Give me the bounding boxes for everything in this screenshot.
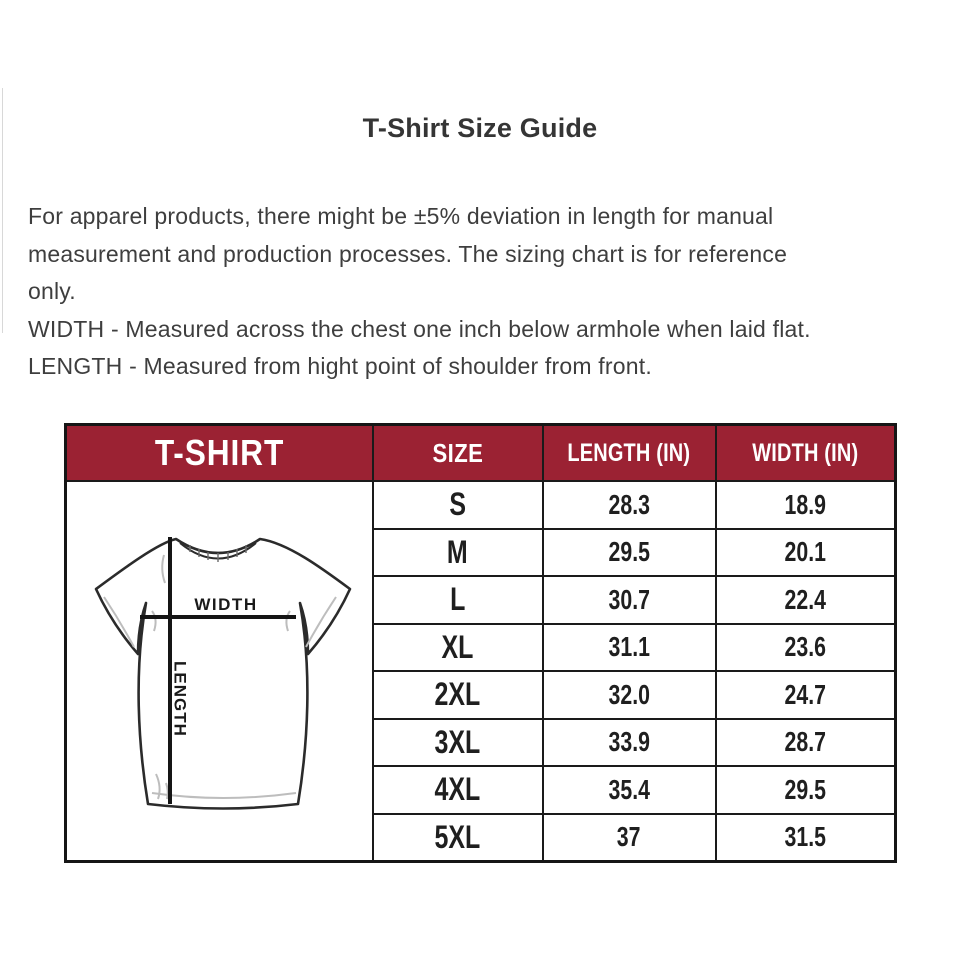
column-header-width: WIDTH (IN)	[714, 423, 897, 482]
table-row: WIDTH LENGTH S 28.3 18.9	[64, 480, 897, 863]
length-cell: 32.0	[541, 670, 717, 720]
table-row: M 29.5 20.1	[66, 527, 897, 577]
length-definition: LENGTH - Measured from hight point of sh…	[28, 353, 652, 379]
length-cell: 30.7	[541, 575, 717, 625]
page-edge-line	[2, 88, 3, 333]
corner-header: T-SHIRT	[64, 423, 374, 482]
notes-block: For apparel products, there might be ±5%…	[28, 198, 940, 386]
intro-line: For apparel products, there might be ±5%…	[28, 203, 774, 229]
table-row: 5XL 37 31.5	[66, 812, 897, 863]
table-row: 4XL 35.4 29.5	[66, 765, 897, 815]
length-label: LENGTH	[170, 661, 189, 737]
width-cell: 28.7	[714, 717, 897, 767]
width-cell: 22.4	[714, 575, 897, 625]
width-cell: 20.1	[714, 527, 897, 577]
table-row: XL 31.1 23.6	[66, 622, 897, 672]
size-cell: 3XL	[371, 717, 544, 767]
column-header-length: LENGTH (IN)	[541, 423, 717, 482]
width-cell: 24.7	[714, 670, 897, 720]
length-cell: 37	[541, 812, 717, 863]
size-cell: 2XL	[371, 670, 544, 720]
width-definition: WIDTH - Measured across the chest one in…	[28, 315, 811, 342]
width-cell: 23.6	[714, 622, 897, 672]
size-cell: XL	[371, 622, 544, 672]
tshirt-illustration-cell: WIDTH LENGTH	[64, 480, 374, 863]
size-cell: 4XL	[371, 765, 544, 815]
width-cell: 18.9	[714, 480, 897, 530]
size-cell: 5XL	[371, 812, 544, 863]
size-cell: L	[371, 575, 544, 625]
column-header-size: SIZE	[371, 423, 544, 482]
intro-line: measurement and production processes. Th…	[28, 240, 788, 267]
length-cell: 35.4	[541, 765, 717, 815]
table-header-row: T-SHIRT SIZE LENGTH (IN) WIDTH (IN)	[64, 423, 897, 482]
seam-details	[102, 554, 337, 799]
width-cell: 29.5	[714, 765, 897, 815]
collar-ribbing	[189, 544, 247, 562]
table-row: 2XL 32.0 24.7	[66, 670, 897, 720]
table-row: 3XL 33.9 28.7	[66, 717, 897, 767]
size-cell: M	[371, 527, 544, 577]
size-table: T-SHIRT SIZE LENGTH (IN) WIDTH (IN)	[64, 423, 897, 863]
tshirt-illustration: WIDTH LENGTH	[94, 536, 352, 810]
length-cell: 31.1	[541, 622, 717, 672]
width-label: WIDTH	[194, 595, 257, 614]
length-cell: 28.3	[541, 480, 717, 530]
tshirt-outline	[94, 537, 352, 810]
table-row: L 30.7 22.4	[66, 575, 897, 625]
page-title: T-Shirt Size Guide	[362, 113, 598, 143]
length-cell: 33.9	[541, 717, 717, 767]
intro-line: only.	[28, 278, 76, 304]
size-cell: S	[371, 480, 544, 530]
length-cell: 29.5	[541, 527, 717, 577]
width-cell: 31.5	[714, 812, 897, 863]
